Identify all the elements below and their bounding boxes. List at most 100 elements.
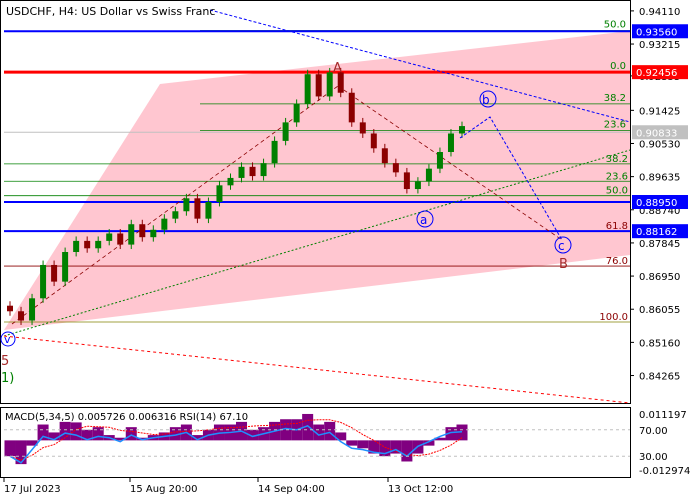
macd-bar-10: [114, 437, 126, 441]
price-level-tag-0: [632, 24, 688, 39]
indicator-tick-2: 30.00: [639, 452, 668, 463]
macd-bar-5: [59, 421, 71, 441]
macd-bar-15: [169, 427, 181, 441]
wave-label-A: A: [333, 61, 342, 76]
wave-label-1: 1): [1, 371, 14, 386]
price-axis: 0.941100.932150.923550.914250.905300.896…: [630, 7, 680, 383]
macd-bar-22: [247, 429, 259, 441]
candle-body-17: [194, 198, 201, 219]
y-tick-label-1: 0.93215: [639, 40, 680, 51]
fib-upper-label-1: 0.0: [610, 61, 626, 72]
candle-body-36: [403, 172, 410, 190]
y-tick-label-10: 0.85160: [639, 338, 680, 349]
macd-bar-32: [357, 440, 369, 449]
candle-body-27: [304, 74, 311, 104]
macd-bar-0: [4, 440, 16, 457]
price-level-value-4: 0.88162: [636, 227, 677, 238]
candle-body-23: [260, 163, 267, 177]
indicator-tick-1: 70.00: [639, 426, 668, 437]
macd-bar-28: [313, 424, 325, 441]
macd-bar-7: [81, 429, 93, 441]
macd-bar-11: [125, 427, 137, 441]
y-tick-label-8: 0.86950: [639, 272, 680, 283]
wave-label-B: B: [559, 257, 568, 272]
candle-body-21: [238, 166, 245, 178]
candle-body-5: [62, 252, 69, 282]
candle-body-0: [7, 305, 13, 312]
x-tick-label-1: 15 Aug 20:00: [130, 484, 197, 495]
candle-body-41: [459, 126, 465, 134]
candle-body-18: [205, 202, 212, 219]
candle-layer: [7, 67, 465, 325]
fib-upper-label-0: 50.0: [604, 20, 626, 31]
macd-bar-1: [15, 440, 27, 465]
macd-bar-34: [379, 440, 391, 457]
y-tick-label-0: 0.94110: [639, 7, 680, 18]
price-level-tag-2: [632, 125, 688, 140]
macd-bar-39: [434, 437, 446, 441]
wave-projection: [459, 116, 563, 241]
y-tick-label-3: 0.91425: [639, 106, 680, 117]
price-level-tag-3: [632, 195, 688, 209]
wave-circle-v: [0, 331, 16, 347]
indicator-label: MACD(5,34,5) 0.005726 0.006316 RSI(14) 6…: [5, 412, 248, 423]
price-level-value-0: 0.93560: [636, 27, 677, 38]
long-bearish-line: [3, 335, 631, 404]
wave-guide-2: [337, 85, 563, 241]
wave-circle-b: [479, 90, 497, 108]
wave-label-a: a: [420, 213, 427, 227]
candle-body-26: [293, 103, 300, 123]
candle-body-32: [359, 122, 366, 134]
candle-body-37: [414, 181, 421, 190]
price-channel: [4, 31, 630, 330]
macd-bar-2: [26, 440, 38, 446]
candle-body-30: [337, 72, 344, 93]
candle-body-38: [425, 168, 432, 182]
candle-body-34: [381, 148, 388, 164]
macd-bar-33: [368, 440, 380, 454]
price-level-value-2: 0.90833: [636, 128, 677, 139]
time-axis: 17 Jul 2023 15 Aug 20:00 14 Sep 04:00 13 Oc…: [3, 478, 453, 495]
y-tick-label-6: 0.88740: [639, 206, 680, 217]
wave-circle-c: [554, 236, 572, 254]
x-tick-label-3: 13 Oct 12:00: [388, 484, 453, 495]
macd-bar-27: [302, 413, 314, 441]
macd-bar-38: [423, 440, 435, 446]
candle-body-29: [326, 72, 333, 97]
fib-lower-label-2: 50.0: [606, 186, 628, 197]
macd-bar-36: [401, 440, 413, 462]
wave-label-b: b: [482, 93, 490, 107]
level-layer: [4, 30, 630, 233]
fib-lower-label-0: 38.2: [606, 154, 628, 165]
indicator-layer: [4, 413, 630, 465]
macd-bar-4: [48, 432, 60, 441]
wave-label-v: v: [4, 333, 11, 346]
candle-body-20: [227, 177, 234, 186]
fib-lower-label-1: 23.6: [606, 171, 628, 182]
macd-bar-17: [191, 435, 203, 441]
candle-body-7: [84, 240, 91, 249]
x-tick-label-0: 17 Jul 2023: [4, 484, 61, 495]
candle-body-2: [29, 298, 36, 321]
candle-body-4: [51, 264, 58, 282]
macd-signal-line: [9, 419, 463, 461]
candle-body-28: [315, 74, 322, 97]
y-tick-label-7: 0.87845: [639, 239, 680, 250]
macd-bar-40: [445, 427, 457, 441]
fib-lower-label-3: 61.8: [606, 221, 628, 232]
wave-label-c: c: [558, 239, 565, 253]
y-tick-label-9: 0.86055: [639, 305, 680, 316]
fib-upper-label-2: 38.2: [604, 93, 626, 104]
level-tag-layer: 0.93560 0.92456 0.90833 0.88950 0.88162: [632, 24, 688, 239]
y-tick-label-4: 0.90530: [639, 139, 680, 150]
x-tick-label-2: 14 Sep 04:00: [258, 484, 325, 495]
rsi-line: [9, 424, 463, 464]
macd-bar-29: [324, 421, 336, 441]
candle-body-25: [282, 122, 289, 141]
wave-circle-a: [416, 210, 434, 228]
candle-body-31: [348, 92, 355, 123]
macd-bar-35: [390, 440, 402, 454]
macd-bar-6: [70, 422, 82, 441]
price-level-tag-4: [632, 224, 688, 239]
